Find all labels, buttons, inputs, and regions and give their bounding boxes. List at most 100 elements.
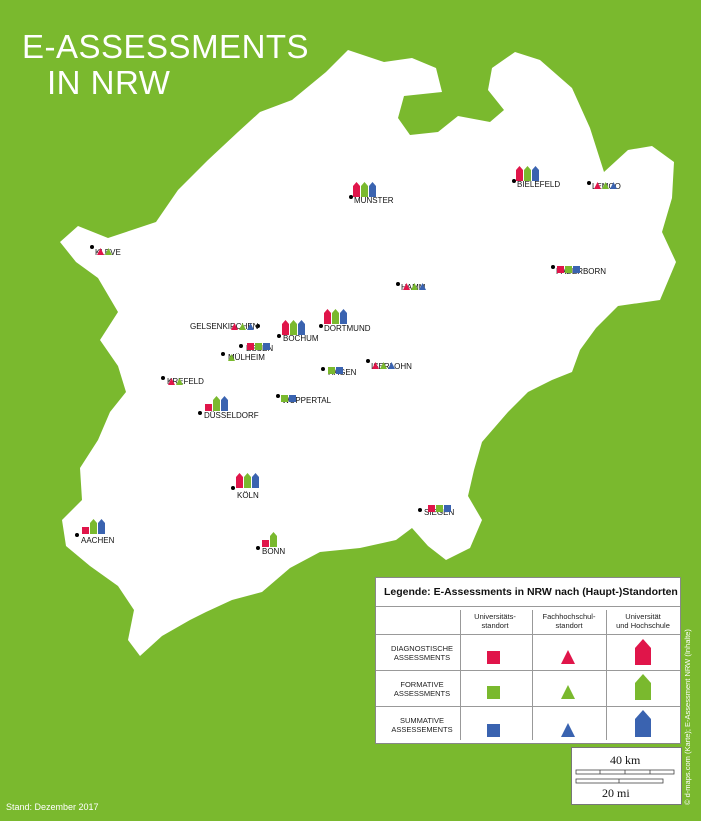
city-dot-duesseldorf: [198, 411, 202, 415]
city-label-dortmund: DORTMUND: [324, 324, 371, 333]
legend-col-fh-l2: standort: [555, 621, 583, 630]
city-summative-triangle-icon: [247, 323, 254, 330]
city-symbols-paderborn: [557, 266, 580, 273]
city-formative-house-icon: [290, 320, 297, 335]
legend-triangle-summative-icon: [561, 723, 575, 737]
city-symbols-kleve: [97, 248, 112, 255]
city-dot-koeln: [231, 486, 235, 490]
city-diagnostic-triangle-icon: [403, 283, 410, 290]
city-summative-house-icon: [221, 396, 228, 411]
city-formative-house-icon: [332, 309, 339, 324]
legend-row-formative-l2: ASSESSMENTS: [393, 689, 451, 698]
city-summative-square-icon: [444, 505, 451, 512]
scale-km-label: 40 km: [610, 753, 641, 767]
city-formative-triangle-icon: [228, 354, 235, 361]
legend-row-summative: SUMMATIVE ASSESSEMENTS: [380, 716, 464, 734]
legend-row-summative-l2: ASSESSEMENTS: [391, 725, 453, 734]
legend-col-university-l2: standort: [481, 621, 509, 630]
city-dot-hamm: [396, 282, 400, 286]
city-formative-triangle-icon: [239, 323, 246, 330]
legend-row-formative-l1: FORMATIVE: [400, 680, 444, 689]
city-summative-square-icon: [289, 395, 296, 402]
city-diagnostic-triangle-icon: [97, 248, 104, 255]
city-symbols-bonn: [262, 532, 277, 547]
legend-row-diagnostic: DIAGNOSTISCHE ASSESSMENTS: [380, 644, 464, 662]
city-dot-bielefeld: [512, 179, 516, 183]
city-diagnostic-square-icon: [262, 540, 269, 547]
legend-col-both-l2: und Hochschule: [616, 621, 670, 630]
city-summative-square-icon: [573, 266, 580, 273]
city-summative-square-icon: [336, 367, 343, 374]
city-symbols-iserlohn: [372, 362, 395, 369]
city-formative-house-icon: [244, 473, 251, 488]
legend-divider: [460, 610, 461, 740]
city-summative-house-icon: [532, 166, 539, 181]
legend-square-formative-icon: [487, 686, 500, 699]
city-summative-triangle-icon: [419, 283, 426, 290]
city-diagnostic-square-icon: [205, 404, 212, 411]
city-formative-triangle-icon: [176, 378, 183, 385]
city-diagnostic-triangle-icon: [594, 182, 601, 189]
legend-col-both: Universität und Hochschule: [606, 612, 680, 630]
city-summative-house-icon: [298, 320, 305, 335]
city-formative-house-icon: [361, 182, 368, 197]
city-formative-square-icon: [255, 343, 262, 350]
legend-divider: [376, 706, 680, 707]
city-dot-muelheim: [221, 352, 225, 356]
city-dot-iserlohn: [366, 359, 370, 363]
legend-row-diagnostic-l1: DIAGNOSTISCHE: [390, 644, 454, 653]
city-diagnostic-house-icon: [353, 182, 360, 197]
city-formative-square-icon: [436, 505, 443, 512]
city-summative-house-icon: [252, 473, 259, 488]
city-summative-house-icon: [98, 519, 105, 534]
city-symbols-dortmund: [324, 309, 347, 324]
city-symbols-krefeld: [168, 378, 183, 385]
city-diagnostic-square-icon: [428, 505, 435, 512]
city-symbols-siegen: [428, 505, 451, 512]
city-dot-kleve: [90, 245, 94, 249]
legend-house-diagnostic-icon: [635, 639, 651, 665]
city-summative-triangle-icon: [388, 362, 395, 369]
city-symbols-hagen: [328, 367, 343, 374]
scale-bar-graphic: [575, 769, 675, 784]
legend-divider: [606, 610, 607, 740]
legend-title: Legende: E-Assessments in NRW nach (Haup…: [384, 586, 678, 598]
map-title-line1: E-ASSESSMENTS: [22, 28, 310, 65]
city-formative-house-icon: [90, 519, 97, 534]
city-dot-bonn: [256, 546, 260, 550]
city-dot-siegen: [418, 508, 422, 512]
city-dot-wuppertal: [276, 394, 280, 398]
city-diagnostic-square-icon: [247, 343, 254, 350]
city-symbols-lemgo: [594, 182, 617, 189]
city-label-krefeld: KREFELD: [167, 377, 204, 386]
city-label-wuppertal: WUPPERTAL: [282, 396, 332, 405]
legend-row-diagnostic-l2: ASSESSMENTS: [393, 653, 451, 662]
city-dot-dortmund: [319, 324, 323, 328]
city-symbols-essen: [247, 343, 270, 350]
city-label-gelsenkirchen: GELSENKIRCHEN: [190, 322, 259, 331]
legend-house-formative-icon: [635, 674, 651, 700]
city-label-bonn: BONN: [262, 547, 286, 556]
city-dot-muenster: [349, 195, 353, 199]
city-diagnostic-house-icon: [324, 309, 331, 324]
city-formative-house-icon: [524, 166, 531, 181]
city-diagnostic-triangle-icon: [231, 323, 238, 330]
legend-divider: [376, 606, 680, 607]
nrw-land-area: [60, 50, 676, 656]
legend-symbols: [487, 639, 651, 737]
city-symbols-muenster: [353, 182, 376, 197]
city-formative-house-icon: [270, 532, 277, 547]
stand-date: Stand: Dezember 2017: [6, 802, 99, 812]
legend-square-diagnostic-icon: [487, 651, 500, 664]
legend-row-formative: FORMATIVE ASSESSMENTS: [380, 680, 464, 698]
city-formative-triangle-icon: [411, 283, 418, 290]
scale-bar: 40 km 20 mi: [571, 747, 682, 805]
city-diagnostic-square-icon: [557, 266, 564, 273]
city-dot-paderborn: [551, 265, 555, 269]
city-summative-house-icon: [340, 309, 347, 324]
city-diagnostic-triangle-icon: [372, 362, 379, 369]
map-credit: © d-maps.com (Karte); E-Assessment NRW (…: [683, 629, 692, 805]
city-diagnostic-house-icon: [516, 166, 523, 181]
city-diagnostic-triangle-icon: [168, 378, 175, 385]
